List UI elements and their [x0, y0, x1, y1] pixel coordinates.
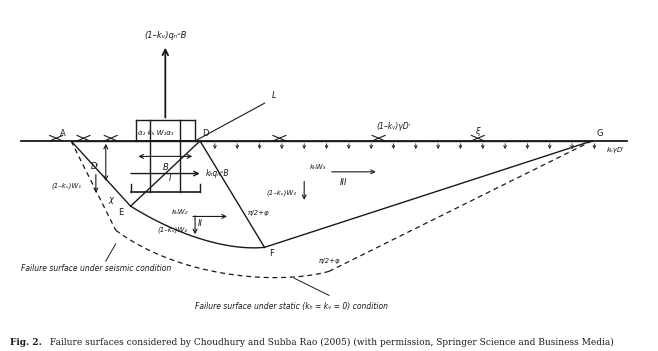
Text: (1–kᵥ)γDⁱ: (1–kᵥ)γDⁱ	[376, 122, 411, 131]
Text: D: D	[203, 128, 209, 138]
Text: (1–kᵥ)W₃: (1–kᵥ)W₃	[266, 189, 297, 196]
Text: (1–kᵥ)W₁: (1–kᵥ)W₁	[51, 182, 81, 189]
Text: π/2+φ: π/2+φ	[247, 210, 268, 216]
Text: III: III	[340, 178, 347, 187]
Text: (1–kᵥ)qₙᵘB: (1–kᵥ)qₙᵘB	[144, 31, 186, 40]
Text: ξ: ξ	[476, 127, 480, 136]
Text: α₂ kₕ W₁α₁: α₂ kₕ W₁α₁	[138, 130, 173, 136]
Text: B: B	[163, 163, 168, 172]
Text: A: A	[61, 128, 66, 138]
Text: Failure surfaces considered by Choudhury and Subba Rao (2005) (with permission, : Failure surfaces considered by Choudhury…	[47, 338, 614, 347]
Text: Fig. 2.: Fig. 2.	[10, 338, 41, 347]
Text: L: L	[272, 91, 276, 100]
Text: I: I	[169, 174, 172, 183]
Text: π/2+φ: π/2+φ	[319, 258, 341, 264]
Text: E: E	[118, 208, 123, 217]
Text: kₕW₃: kₕW₃	[310, 164, 326, 170]
Text: G: G	[597, 128, 603, 138]
Text: kₕγDⁱ: kₕγDⁱ	[607, 146, 624, 153]
Text: kₕW₂: kₕW₂	[171, 209, 188, 215]
Text: Failure surface under seismic condition: Failure surface under seismic condition	[22, 265, 172, 273]
Text: χ: χ	[109, 195, 113, 204]
Text: II: II	[197, 219, 203, 228]
Text: Dⁱ: Dⁱ	[90, 162, 98, 171]
Text: F: F	[270, 249, 274, 258]
Text: (1–kᵥ)W₂: (1–kᵥ)W₂	[158, 227, 188, 233]
Text: kₕqₙᵘB: kₕqₙᵘB	[206, 169, 230, 178]
Text: Failure surface under static (kₕ = kᵥ = 0) condition: Failure surface under static (kₕ = kᵥ = …	[195, 302, 388, 311]
